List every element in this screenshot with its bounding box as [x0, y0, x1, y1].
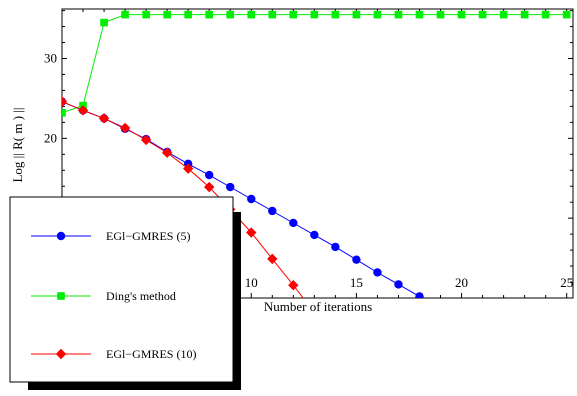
x-tick-label: 20: [455, 275, 468, 290]
data-point-circle: [457, 318, 465, 326]
data-point-circle: [56, 231, 66, 241]
data-point-circle: [394, 280, 403, 289]
data-point-circle: [268, 206, 277, 216]
data-point-square: [142, 10, 150, 19]
plot-frame: [61, 8, 574, 299]
data-point-diamond: [62, 96, 68, 107]
data-point-square: [394, 10, 403, 19]
data-point-circle: [499, 343, 507, 351]
data-point-square: [310, 10, 319, 19]
data-point-diamond: [77, 105, 89, 116]
data-point-square: [100, 18, 108, 27]
data-point-circle: [415, 292, 424, 298]
data-point-circle: [289, 218, 298, 228]
data-point-diamond: [288, 280, 299, 291]
data-point-circle: [331, 242, 340, 252]
data-point-circle: [205, 170, 214, 180]
data-point-square: [163, 10, 171, 19]
legend-label-egl-gmres-5: EGl−GMRES (5): [106, 229, 190, 243]
x-tick-label: 25: [560, 275, 573, 290]
y-tick-label: 30: [44, 50, 57, 65]
y-axis-label: Log || R( m ) ||: [10, 107, 25, 182]
data-point-square: [247, 10, 256, 19]
x-tick-label: 10: [245, 275, 258, 290]
x-axis-label: Number of iterations: [264, 299, 372, 314]
data-point-diamond: [182, 163, 194, 174]
data-point-square: [457, 10, 466, 19]
legend-label-egl-gmres-10: EGl−GMRES (10): [106, 347, 196, 361]
legend-label-dings-method: Ding's method: [106, 289, 176, 303]
data-point-diamond: [161, 147, 173, 158]
data-point-diamond: [204, 181, 215, 193]
legend-marker-square: [57, 292, 65, 300]
data-point-square: [121, 10, 129, 19]
data-point-circle: [478, 331, 486, 339]
data-point-diamond: [55, 348, 67, 360]
legend-entry-egl-gmres-5: EGl−GMRES (5): [31, 229, 190, 243]
data-point-square: [57, 292, 65, 300]
data-point-diamond: [267, 253, 278, 265]
data-point-circle: [352, 255, 361, 264]
data-point-diamond: [98, 113, 110, 124]
data-point-square: [478, 10, 487, 19]
legend-entry-dings-method: Ding's method: [31, 289, 176, 303]
data-point-square: [520, 10, 529, 19]
data-point-square: [205, 10, 214, 19]
data-point-square: [352, 10, 361, 19]
data-point-diamond: [119, 122, 131, 134]
x-tick-label: 15: [350, 275, 363, 290]
data-point-circle: [373, 268, 382, 277]
data-point-square: [226, 10, 235, 19]
data-point-square: [62, 108, 66, 117]
data-point-circle: [226, 182, 235, 192]
data-point-square: [268, 10, 277, 19]
data-point-circle: [247, 194, 256, 204]
y-tick-label: 20: [44, 130, 57, 145]
data-point-diamond: [330, 331, 340, 341]
series-1: [62, 10, 571, 117]
series-line: [62, 14, 567, 114]
data-point-circle: [310, 230, 319, 240]
data-point-circle: [436, 305, 444, 313]
legend-marker-circle: [56, 231, 66, 241]
data-point-square: [184, 10, 192, 19]
data-point-square: [562, 10, 571, 19]
data-point-diamond: [351, 354, 361, 364]
data-point-square: [436, 10, 445, 19]
legend-entry-egl-gmres-10: EGl−GMRES (10): [31, 347, 196, 361]
data-point-square: [331, 10, 340, 19]
legend-marker-diamond: [55, 348, 67, 360]
legend-box: [9, 196, 234, 383]
data-point-square: [289, 10, 298, 19]
data-point-square: [541, 10, 550, 19]
data-point-square: [373, 10, 382, 19]
data-point-circle: [520, 356, 528, 364]
data-point-square: [415, 10, 424, 19]
data-point-diamond: [246, 227, 257, 238]
data-point-diamond: [140, 134, 152, 146]
data-point-square: [499, 10, 508, 19]
